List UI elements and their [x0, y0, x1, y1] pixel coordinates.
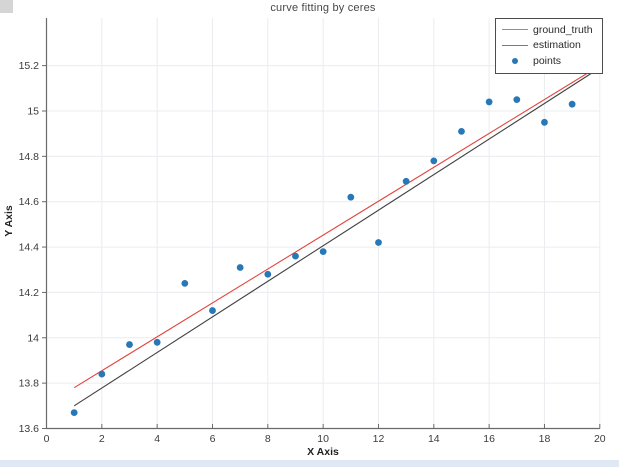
legend-line-swatch: [501, 29, 529, 31]
data-point: [236, 264, 244, 271]
x-tick-label: 6: [210, 433, 216, 445]
x-tick-label: 10: [317, 433, 329, 445]
data-point: [375, 239, 382, 246]
data-point: [181, 279, 189, 287]
x-tick-label: 14: [428, 433, 440, 445]
legend-label: ground_truth: [533, 23, 593, 36]
data-point: [70, 409, 78, 417]
window-corner-artifact: [0, 0, 13, 13]
y-tick-label: 15.2: [19, 60, 40, 72]
data-point: [264, 270, 272, 278]
line-sample-icon: [502, 44, 528, 46]
legend-item-ground_truth: ground_truth: [501, 22, 597, 38]
data-point: [458, 127, 465, 135]
x-tick-label: 0: [44, 433, 50, 445]
data-point: [292, 252, 299, 260]
data-point: [402, 177, 410, 185]
legend-line-swatch: [501, 44, 529, 46]
data-point: [98, 370, 106, 378]
legend-label: estimation: [533, 39, 581, 52]
x-tick-label: 20: [594, 433, 606, 445]
legend-dot-swatch: [501, 57, 529, 64]
bottom-strip: [0, 460, 619, 467]
data-point: [126, 341, 133, 348]
y-tick-label: 14.4: [19, 242, 40, 254]
y-tick-label: 14: [27, 332, 39, 344]
data-point: [568, 100, 576, 108]
chart-title: curve fitting by ceres: [270, 2, 376, 14]
data-point: [209, 307, 216, 314]
data-point: [430, 157, 438, 165]
x-axis-label: X Axis: [307, 446, 339, 458]
x-tick-label: 12: [373, 433, 385, 445]
legend-item-estimation: estimation: [501, 38, 597, 54]
y-axis-label: Y Axis: [3, 205, 15, 237]
x-tick-label: 18: [539, 433, 551, 445]
data-point: [513, 96, 521, 104]
y-tick-label: 15: [27, 105, 39, 117]
line-sample-icon: [502, 29, 528, 31]
legend: ground_truth estimation points: [495, 18, 603, 74]
x-tick-label: 16: [483, 433, 495, 445]
data-point: [153, 338, 161, 346]
legend-label: points: [533, 54, 562, 67]
x-tick-label: 8: [265, 433, 271, 445]
y-tick-label: 14.8: [19, 151, 40, 163]
y-tick-label: 13.8: [19, 378, 40, 390]
x-tick-label: 4: [154, 433, 160, 445]
data-point: [485, 98, 493, 106]
y-tick-label: 14.2: [19, 287, 40, 299]
points-marker-icon: [511, 57, 519, 64]
legend-item-points: points: [501, 53, 597, 69]
series-line-estimation: [73, 65, 601, 389]
data-point: [541, 118, 548, 126]
data-point: [347, 193, 355, 201]
y-tick-label: 13.6: [19, 423, 40, 435]
x-tick-label: 2: [99, 433, 105, 445]
data-point: [319, 248, 327, 255]
series-line-ground_truth: [73, 67, 601, 407]
y-tick-label: 14.6: [19, 196, 40, 208]
